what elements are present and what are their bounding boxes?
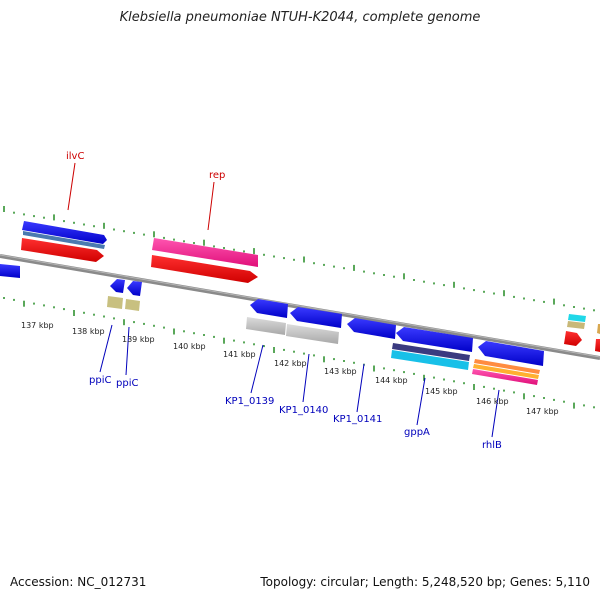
leader-line bbox=[125, 326, 130, 376]
gene-feature[interactable] bbox=[290, 307, 342, 328]
forward-strand-features bbox=[0, 221, 600, 352]
leader-line bbox=[416, 377, 426, 426]
gene-feature[interactable] bbox=[474, 359, 540, 374]
genome-backbone bbox=[0, 254, 600, 360]
gene-feature[interactable] bbox=[250, 299, 288, 318]
gene-feature[interactable] bbox=[152, 238, 258, 267]
gene-feature[interactable] bbox=[396, 327, 473, 352]
leader-line bbox=[491, 389, 500, 438]
gene-feature[interactable] bbox=[597, 324, 600, 334]
reverse-strand-features bbox=[107, 279, 544, 385]
gene-label-ppic[interactable]: ppiC bbox=[116, 378, 138, 389]
gene-feature[interactable] bbox=[391, 350, 469, 370]
gene-feature[interactable] bbox=[473, 364, 539, 379]
leader-line bbox=[99, 324, 113, 373]
gene-feature[interactable] bbox=[107, 296, 123, 309]
gene-feature[interactable] bbox=[151, 255, 258, 283]
leader-line bbox=[67, 162, 76, 211]
kbp-label: 144 kbp bbox=[375, 376, 408, 385]
gene-label-ilvc[interactable]: ilvC bbox=[66, 151, 84, 162]
kbp-label: 138 kbp bbox=[72, 327, 105, 336]
gene-label-rhlb[interactable]: rhlB bbox=[482, 440, 502, 451]
gene-feature[interactable] bbox=[568, 314, 586, 322]
kbp-label: 140 kbp bbox=[173, 342, 206, 351]
gene-label-ppic[interactable]: ppiC bbox=[89, 375, 111, 386]
gene-feature[interactable] bbox=[595, 339, 600, 352]
gene-feature[interactable] bbox=[125, 299, 140, 311]
leader-line bbox=[207, 181, 215, 231]
genome-backbone-highlight bbox=[0, 254, 600, 358]
gene-label-kp1-0139[interactable]: KP1_0139 bbox=[225, 396, 274, 407]
gene-feature[interactable] bbox=[392, 343, 470, 361]
map-title: Klebsiella pneumoniae NTUH-K2044, comple… bbox=[119, 10, 481, 25]
gene-label-gppa[interactable]: gppA bbox=[404, 427, 430, 438]
gene-feature[interactable] bbox=[110, 279, 125, 293]
gene-labels: ilvC rep ppiC ppiC KP1_0139 KP1_0140 KP1… bbox=[66, 151, 502, 451]
gene-feature[interactable] bbox=[21, 238, 104, 262]
leader-line bbox=[250, 344, 264, 394]
kbp-label: 139 kbp bbox=[122, 335, 155, 344]
gene-feature[interactable] bbox=[127, 281, 142, 296]
kbp-label: 145 kbp bbox=[425, 387, 458, 396]
gene-label-kp1-0140[interactable]: KP1_0140 bbox=[279, 405, 328, 416]
gene-label-kp1-0141[interactable]: KP1_0141 bbox=[333, 414, 382, 425]
gene-feature[interactable] bbox=[347, 318, 396, 339]
leader-line bbox=[356, 363, 365, 413]
leader-line bbox=[302, 353, 310, 403]
gene-feature[interactable] bbox=[286, 324, 339, 344]
gene-feature[interactable] bbox=[23, 231, 105, 249]
genome-summary-text: Topology: circular; Length: 5,248,520 bp… bbox=[260, 575, 590, 589]
label-leaders bbox=[67, 162, 500, 438]
kbp-label: 146 kbp bbox=[476, 397, 509, 406]
gene-feature[interactable] bbox=[478, 341, 544, 366]
gene-feature[interactable] bbox=[472, 369, 538, 385]
kbp-label: 142 kbp bbox=[274, 359, 307, 368]
kbp-label: 137 kbp bbox=[21, 321, 54, 330]
reverse-tick-row bbox=[3, 297, 595, 409]
kbp-label: 143 kbp bbox=[324, 367, 357, 376]
gene-feature[interactable] bbox=[567, 321, 585, 329]
gene-feature[interactable] bbox=[564, 331, 582, 346]
accession-text: Accession: NC_012731 bbox=[10, 575, 147, 589]
gene-feature[interactable] bbox=[0, 264, 20, 278]
gene-feature[interactable] bbox=[246, 317, 286, 335]
kbp-label: 147 kbp bbox=[526, 407, 559, 416]
kbp-labels: 137 kbp 138 kbp 139 kbp 140 kbp 141 kbp … bbox=[21, 321, 559, 416]
gene-label-rep[interactable]: rep bbox=[209, 170, 225, 181]
kbp-label: 141 kbp bbox=[223, 350, 256, 359]
forward-tick-row bbox=[3, 206, 595, 312]
gene-feature[interactable] bbox=[22, 221, 107, 244]
